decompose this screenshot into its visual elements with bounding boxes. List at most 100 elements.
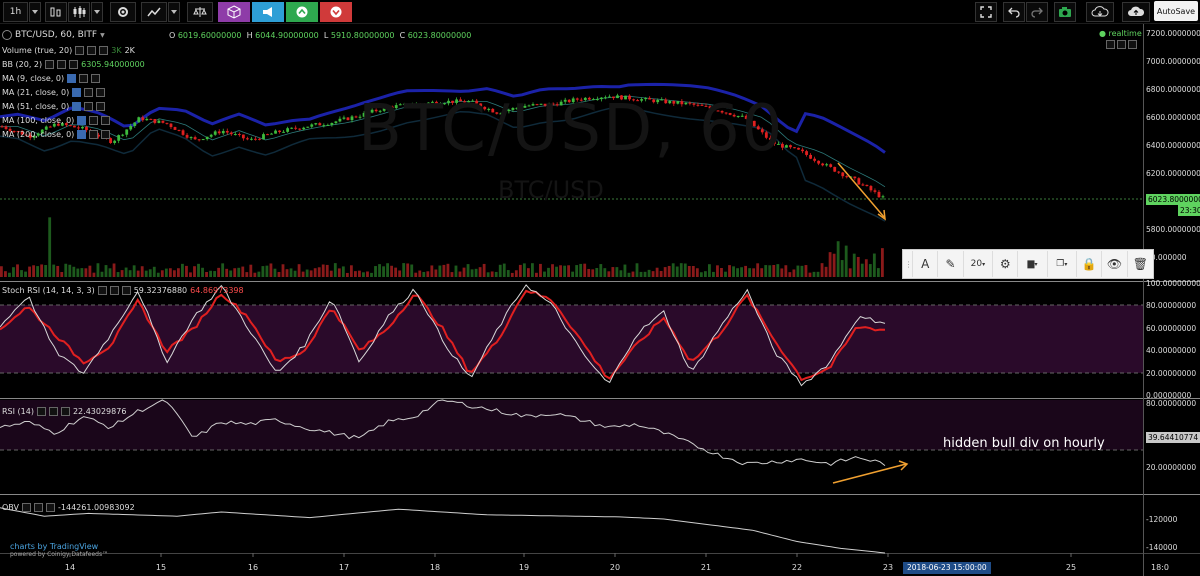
hide-icon[interactable] [84, 87, 94, 97]
volume-bar [760, 268, 764, 277]
trash-icon[interactable]: 🗑 [1132, 257, 1148, 271]
candle-body [439, 103, 442, 105]
volume-bar [24, 271, 27, 277]
cube-icon[interactable] [218, 2, 250, 22]
crosshair-date-tag: 2018-06-23 15:00:00 [903, 562, 991, 574]
indicators-icon[interactable] [141, 2, 167, 22]
candle-body [692, 103, 696, 105]
clone-icon[interactable]: ❐ ▾ [1048, 251, 1077, 277]
hide-icon[interactable] [87, 45, 97, 55]
settings-icon[interactable] [67, 73, 77, 83]
volume-bar [816, 271, 820, 277]
close-icon[interactable] [60, 406, 70, 416]
volume-bar [526, 268, 530, 277]
hide-icon[interactable] [89, 115, 99, 125]
text-icon[interactable]: A [913, 251, 939, 277]
candle-body [443, 103, 446, 105]
hide-icon[interactable] [109, 285, 119, 295]
chart-type-dropdown[interactable] [91, 2, 103, 22]
cloud-upload-icon[interactable] [1122, 2, 1150, 22]
cloud-download-icon[interactable] [1086, 2, 1114, 22]
settings-icon[interactable] [97, 285, 107, 295]
undo-icon[interactable] [1003, 2, 1025, 22]
candle-body [495, 112, 499, 114]
bb-legend: BB (20, 2) 6305.94000000 [2, 58, 145, 70]
volume-bar [410, 264, 414, 277]
chart-annotation-text[interactable]: hidden bull div on hourly [943, 436, 1105, 451]
volume-bar [293, 270, 297, 277]
buy-icon[interactable] [286, 2, 318, 22]
chart-canvas[interactable] [0, 24, 1200, 576]
line-width-select[interactable]: 20 ▾ [964, 251, 994, 277]
symbol-caret-icon[interactable]: ▼ [100, 31, 105, 39]
restore-icon[interactable] [1117, 40, 1126, 49]
interval-dropdown[interactable] [29, 2, 41, 22]
hide-icon[interactable] [89, 129, 99, 139]
close-icon[interactable] [101, 115, 111, 125]
eye-icon[interactable]: 👁 [1102, 251, 1128, 277]
settings-icon[interactable] [22, 502, 32, 512]
candle-body [4, 126, 8, 129]
volume-bar [655, 267, 659, 277]
candle-body [77, 127, 80, 129]
candle-body [732, 114, 736, 117]
settings-icon[interactable] [77, 129, 87, 139]
close-icon[interactable] [69, 59, 79, 69]
hide-icon[interactable] [34, 502, 44, 512]
candle-body [274, 130, 277, 134]
candle-body [229, 132, 233, 135]
hide-icon[interactable] [48, 406, 58, 416]
volume-bar [547, 267, 550, 277]
sell-icon[interactable] [320, 2, 352, 22]
close-icon[interactable] [46, 502, 56, 512]
settings-icon[interactable] [77, 115, 87, 125]
candle-body [302, 127, 306, 130]
maximize-icon[interactable] [1106, 40, 1115, 49]
volume-bar [148, 269, 152, 277]
settings-icon[interactable] [36, 406, 46, 416]
indicators-dropdown[interactable] [168, 2, 180, 22]
hide-icon[interactable] [84, 101, 94, 111]
candle-body [752, 120, 756, 127]
rsi-tick: 20.00000000 [1146, 463, 1197, 472]
brand-line-1: charts by TradingView [10, 542, 99, 551]
hide-icon[interactable] [57, 59, 67, 69]
volume-bar [667, 265, 671, 277]
settings-icon[interactable] [72, 87, 82, 97]
megaphone-icon[interactable] [252, 2, 284, 22]
hide-icon[interactable] [79, 73, 89, 83]
close-icon[interactable] [99, 45, 109, 55]
close-icon[interactable] [96, 87, 106, 97]
camera-icon[interactable] [1054, 2, 1076, 22]
compare-icon[interactable] [187, 2, 213, 22]
autosave-button[interactable]: AutoSave [1154, 1, 1198, 21]
downtrend-arrowhead [877, 209, 886, 221]
volume-bar [824, 266, 828, 277]
settings-icon[interactable] [72, 101, 82, 111]
style-icon[interactable]: ▆ ▾ [1018, 251, 1048, 277]
close-icon[interactable] [121, 285, 131, 295]
gear-icon[interactable] [110, 2, 136, 22]
candle-body [435, 101, 438, 105]
drag-handle-icon[interactable]: ⋮ [905, 251, 913, 277]
candle-body [612, 96, 615, 99]
candle-body [185, 134, 189, 138]
chart-type-line-icon[interactable] [45, 2, 67, 22]
candles-icon[interactable] [68, 2, 90, 22]
candle-body [865, 184, 869, 187]
close-icon[interactable] [91, 73, 101, 83]
close-icon[interactable] [1128, 40, 1137, 49]
volume-bar [438, 265, 442, 277]
pencil-icon[interactable]: ✎ [938, 251, 964, 277]
close-icon[interactable] [101, 129, 111, 139]
settings-icon[interactable] [45, 59, 55, 69]
redo-icon[interactable] [1026, 2, 1048, 22]
settings-icon[interactable] [75, 45, 85, 55]
lock-icon[interactable]: 🔒 [1077, 251, 1103, 277]
close-icon[interactable] [96, 101, 106, 111]
fullscreen-icon[interactable] [975, 2, 997, 22]
interval-button[interactable]: 1h [3, 2, 28, 22]
volume-bar [490, 271, 494, 277]
candle-body [587, 97, 591, 100]
gear-icon[interactable]: ⚙ [993, 251, 1019, 277]
